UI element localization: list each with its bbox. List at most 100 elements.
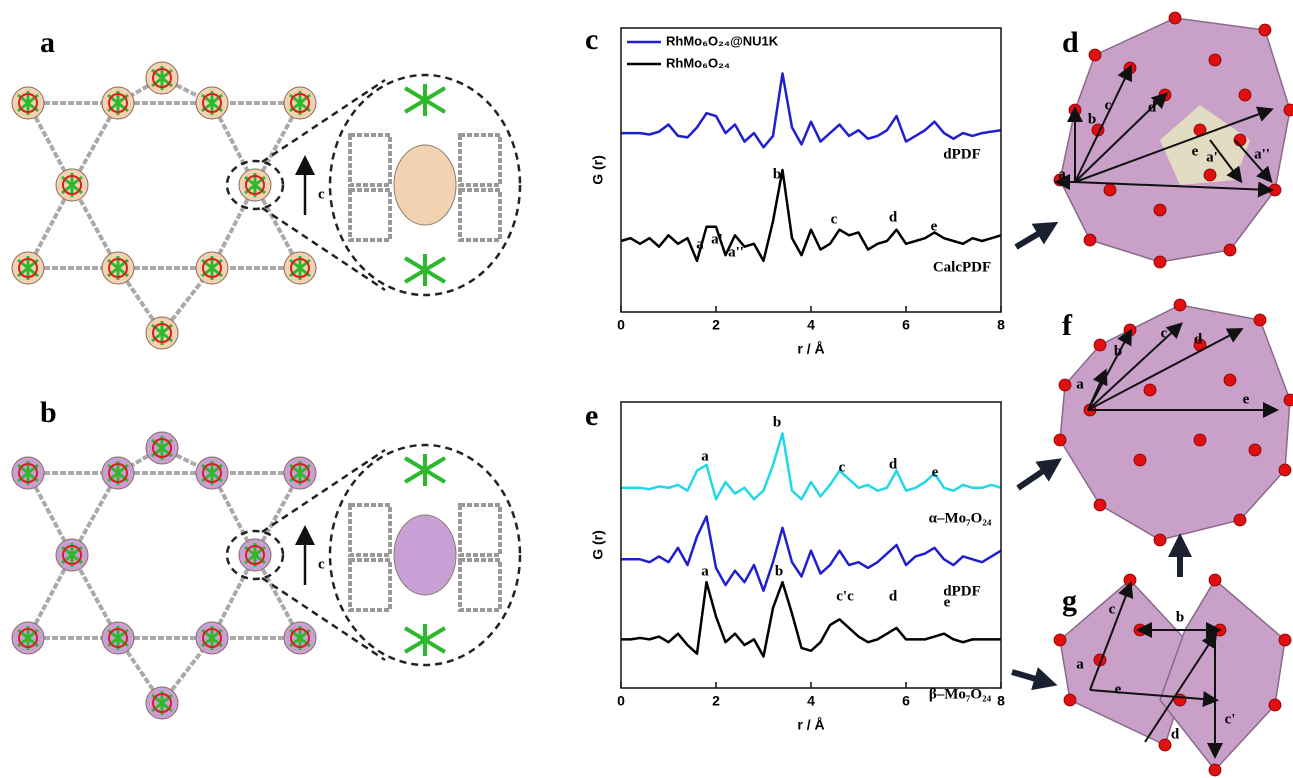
x-tick-label: 6 (902, 693, 910, 709)
cluster (403, 254, 447, 286)
oxygen (1093, 338, 1107, 352)
pore (393, 514, 457, 596)
oxygen (1268, 698, 1282, 712)
cluster (403, 624, 447, 656)
oxo (18, 258, 38, 278)
vector (1074, 92, 1168, 183)
oxygen (1058, 378, 1072, 392)
oxygen (1238, 88, 1252, 102)
diagram-label: b (1176, 609, 1184, 625)
oxo (290, 463, 310, 483)
oxygen (1093, 498, 1107, 512)
diagram-label: c (1161, 325, 1168, 341)
diagram-label: d (1194, 331, 1203, 347)
zoom-small (225, 159, 285, 211)
oxygen (1133, 453, 1147, 467)
oxo (108, 93, 128, 113)
oxo (152, 323, 172, 343)
oxygen (1053, 433, 1067, 447)
oxo (108, 463, 128, 483)
annotation: b (775, 563, 783, 579)
vector (1234, 139, 1273, 184)
x-axis-label: r / Å (797, 341, 824, 357)
oxo (62, 175, 82, 195)
oxo (152, 438, 172, 458)
oxygen (1123, 573, 1137, 587)
zoom-small (225, 529, 285, 581)
annotation: a' (711, 231, 723, 247)
diagram-label: c (1105, 97, 1112, 113)
oxo (202, 628, 222, 648)
annotation: d (889, 456, 898, 472)
diagram-label: a (1076, 656, 1084, 672)
annotation: e (931, 218, 938, 234)
diagram-label: a (1058, 166, 1066, 182)
diagram-label: c (1109, 601, 1116, 617)
oxygen (1208, 573, 1222, 587)
x-tick-label: 4 (807, 317, 815, 333)
annotation: b (773, 414, 781, 430)
legend-label: RhMo₆O₂₄ (666, 55, 730, 70)
series-line (621, 72, 1002, 149)
annotation: d (889, 209, 898, 225)
annotation: c'c (836, 588, 854, 604)
zoom-line (261, 78, 386, 164)
diagram-label: a' (1206, 149, 1218, 165)
pyrene (458, 503, 502, 557)
diagram-label: e (1243, 391, 1250, 407)
annotation: d (889, 588, 898, 604)
oxo (18, 93, 38, 113)
oxygen (1063, 693, 1077, 707)
diagram-label: b (1114, 343, 1122, 359)
annotation: a (696, 236, 704, 252)
vector (1144, 631, 1218, 743)
series-line (620, 168, 1002, 263)
annotation: e (944, 594, 951, 610)
vector (1087, 322, 1183, 411)
annotation: c (831, 211, 838, 227)
oxygen (1158, 738, 1172, 752)
vector (1089, 581, 1134, 691)
panel-label: b (40, 396, 57, 429)
oxo (62, 545, 82, 565)
panel-label: g (1062, 584, 1077, 617)
link-arrow (1014, 221, 1059, 250)
oxo (152, 68, 172, 88)
diagram-label: d (1148, 99, 1157, 115)
diagram-label: a (1076, 376, 1084, 392)
oxygen (1153, 533, 1167, 547)
oxo (290, 258, 310, 278)
oxygen (1278, 633, 1292, 647)
oxo (245, 175, 265, 195)
pyrene (348, 188, 392, 242)
axis-label: c (318, 186, 325, 202)
diagram-label: d (1171, 726, 1180, 742)
annotation: a (701, 448, 709, 464)
annotation: c (839, 459, 846, 475)
vector (1074, 106, 1274, 183)
vector (1087, 328, 1244, 411)
x-tick-label: 8 (997, 693, 1005, 709)
zoom-line (261, 448, 386, 534)
oxygen (1103, 183, 1117, 197)
vector (1089, 689, 1219, 708)
panel-label: d (1062, 26, 1079, 59)
oxygen (1223, 243, 1237, 257)
y-axis-label: G (r) (590, 530, 606, 560)
oxo (108, 258, 128, 278)
oxygen (1123, 323, 1137, 337)
annotation: b (773, 166, 781, 182)
x-tick-label: 2 (712, 317, 720, 333)
panel-label: e (585, 399, 598, 432)
oxygen (1208, 763, 1222, 777)
oxygen (1223, 373, 1237, 387)
oxo (152, 693, 172, 713)
oxygen (1283, 393, 1293, 407)
oxygen (1173, 298, 1187, 312)
x-tick-label: 0 (617, 693, 625, 709)
x-tick-label: 8 (997, 317, 1005, 333)
oxygen (1248, 443, 1262, 457)
diagram-label: e (1115, 681, 1122, 697)
oxygen (1258, 23, 1272, 37)
